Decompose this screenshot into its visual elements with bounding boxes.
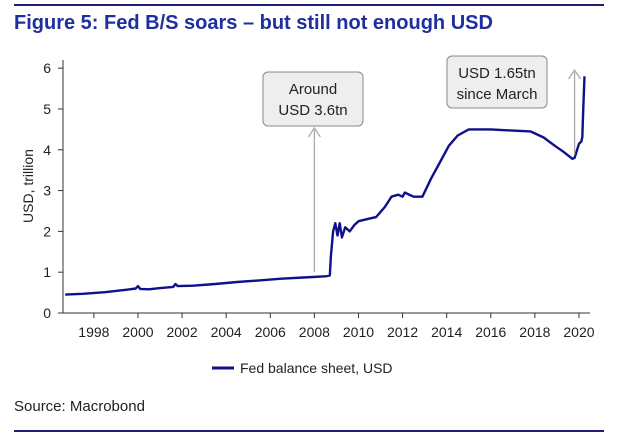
annotation-text: USD 1.65tn: [458, 65, 536, 82]
x-tick-label: 2002: [166, 324, 197, 340]
legend: Fed balance sheet, USD: [212, 360, 393, 376]
x-tick-label: 2008: [299, 324, 330, 340]
annotation-box: [446, 55, 548, 109]
x-axis: 1998 2000 2002 2004 2006 2008 2010 2012 2014 2016…: [63, 312, 595, 340]
x-tick-label: 2006: [255, 324, 286, 340]
x-tick-label: 1998: [78, 324, 109, 340]
annotation-box: [262, 71, 364, 127]
top-rule: [14, 4, 604, 6]
x-tick-label: 2020: [563, 324, 594, 340]
annotations: Around USD 3.6tn USD 1.65tn since March: [262, 55, 582, 273]
x-tick-label: 2000: [122, 324, 153, 340]
y-tick-label: 6: [43, 60, 51, 76]
figure-title: Figure 5: Fed B/S soars – but still not …: [14, 12, 493, 34]
y-tick-label: 5: [43, 101, 51, 117]
annotation-text: USD 3.6tn: [278, 102, 347, 119]
y-tick-label: 3: [43, 183, 51, 199]
legend-label: Fed balance sheet, USD: [240, 360, 393, 376]
y-tick-label: 4: [43, 142, 51, 158]
arrow-head: [568, 68, 582, 80]
y-axis-label: USD, trillion: [20, 149, 36, 223]
y-tick-label: 2: [43, 223, 51, 239]
x-tick-label: 2010: [343, 324, 374, 340]
arrow-head: [307, 126, 321, 138]
y-tick-label: 1: [43, 264, 51, 280]
x-tick-label: 2014: [431, 324, 462, 340]
x-tick-label: 2004: [211, 324, 242, 340]
bottom-rule: [14, 430, 604, 432]
x-tick-label: 2016: [475, 324, 506, 340]
series-line: [65, 76, 586, 296]
y-axis: 0 1 2 3 4 5 6: [43, 60, 64, 321]
annotation-text: Around: [289, 81, 337, 98]
x-tick-label: 2012: [387, 324, 418, 340]
y-tick-label: 0: [43, 305, 51, 321]
annotation-text: since March: [457, 86, 538, 103]
source-note: Source: Macrobond: [14, 398, 145, 415]
x-tick-label: 2018: [519, 324, 550, 340]
